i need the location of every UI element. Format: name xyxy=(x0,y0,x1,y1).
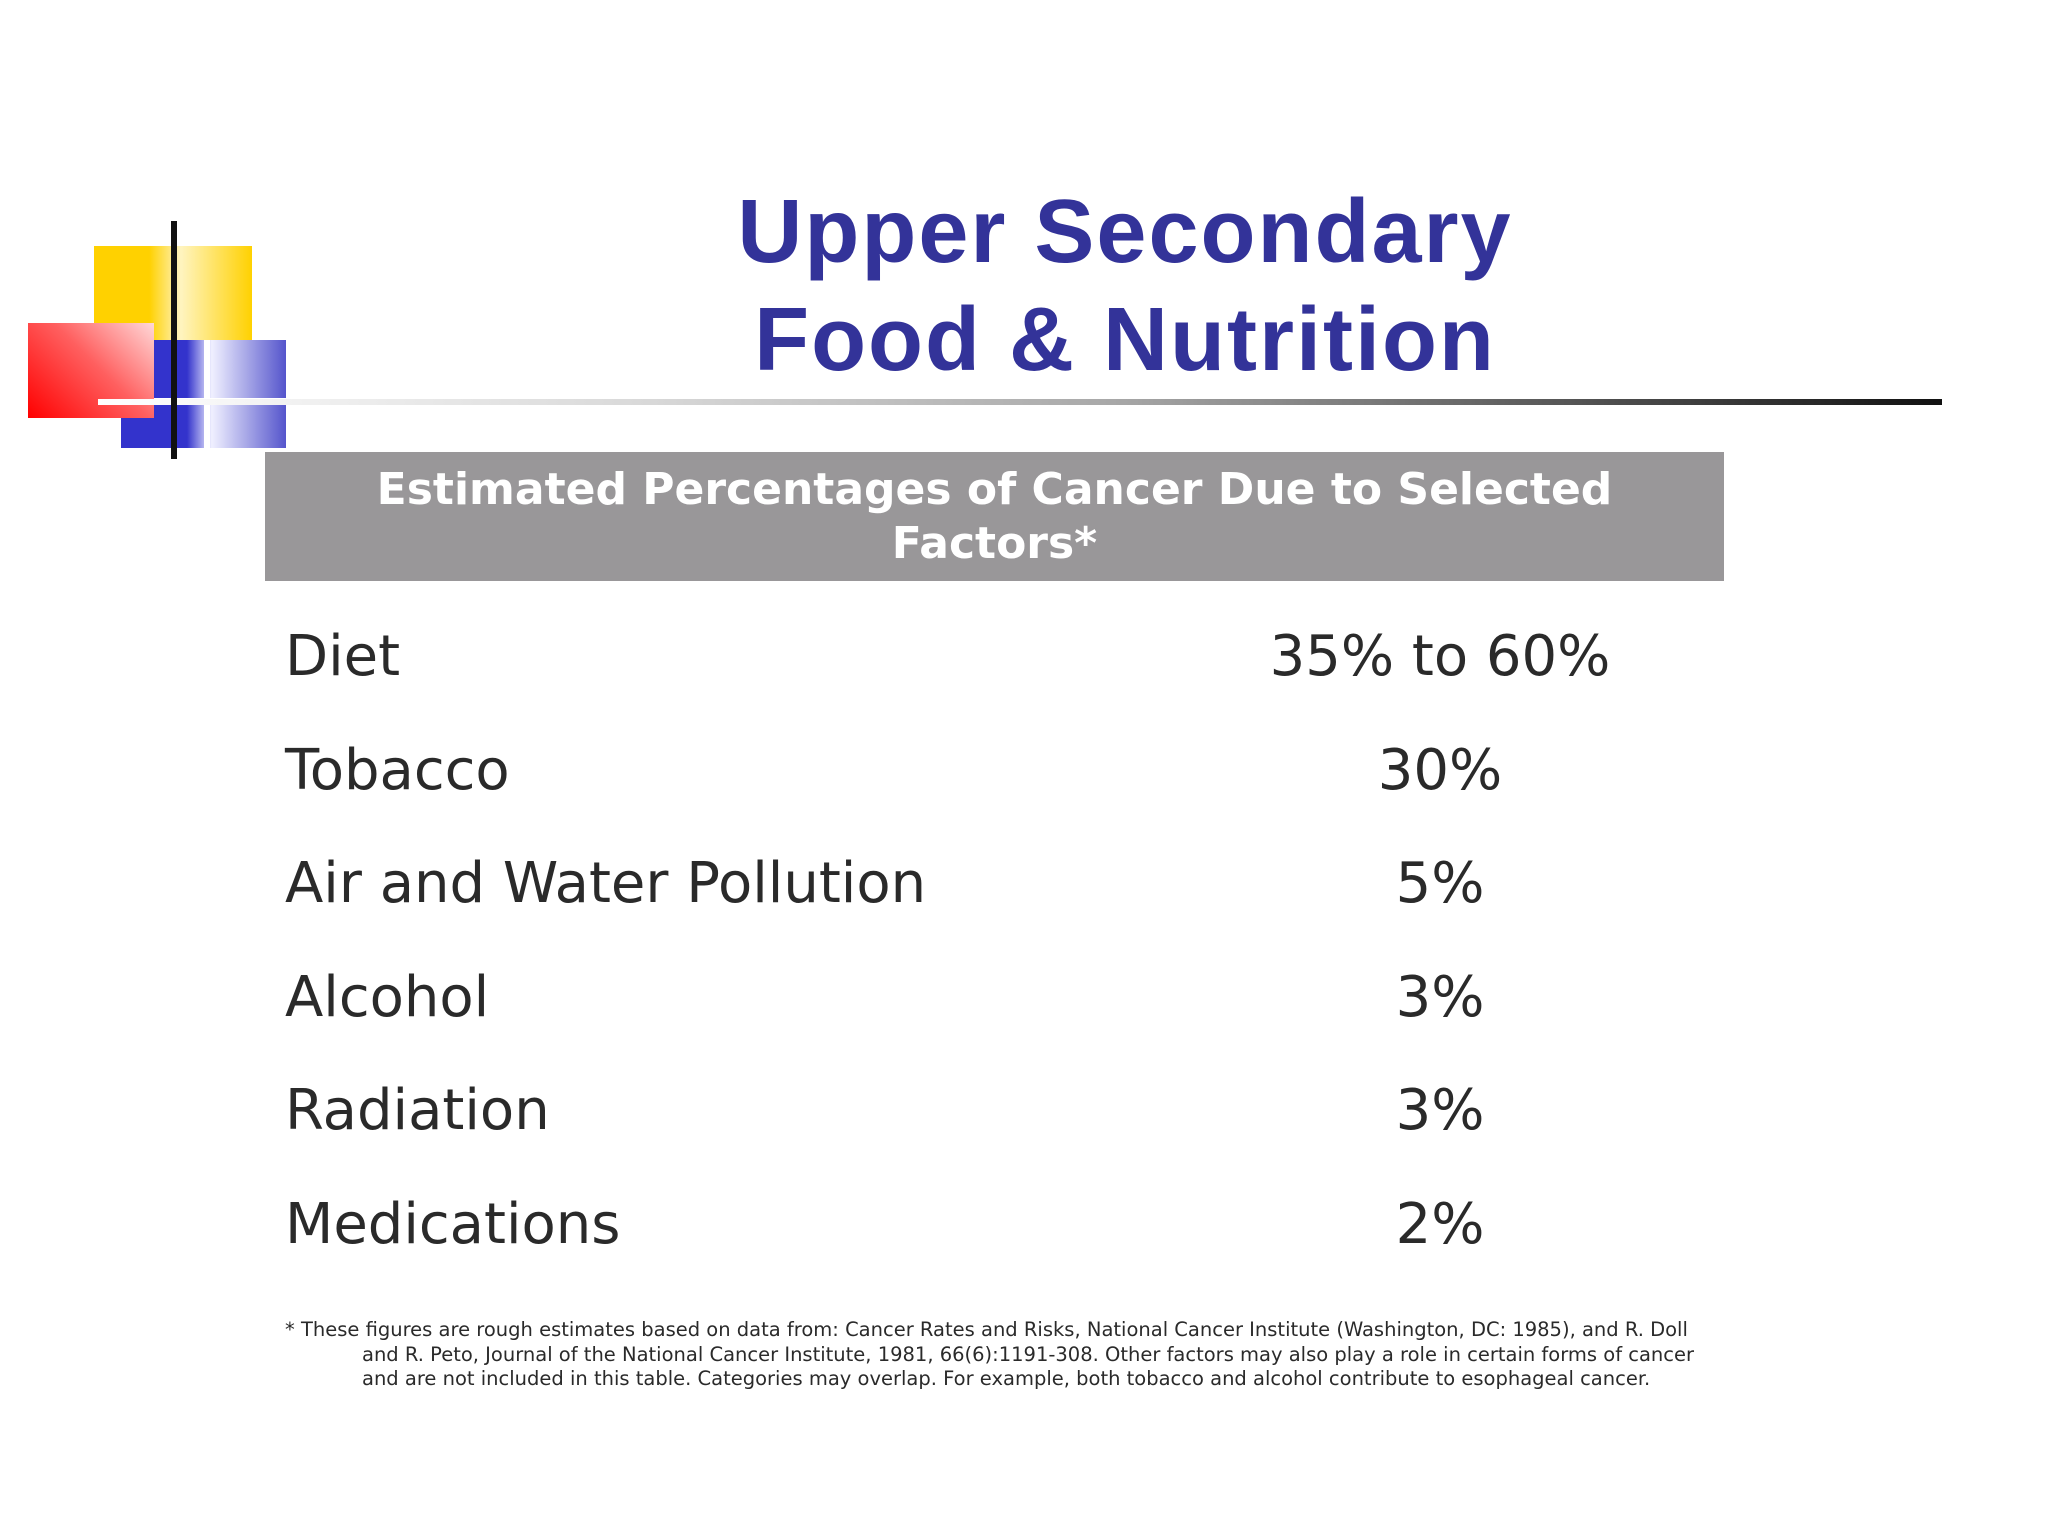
table-row: Medications 2% xyxy=(285,1168,1715,1282)
factor-table: Diet 35% to 60% Tobacco 30% Air and Wate… xyxy=(285,600,1715,1281)
factor-percent: 2% xyxy=(1395,1191,1485,1257)
table-row: Radiation 3% xyxy=(285,1054,1715,1168)
table-row: Air and Water Pollution 5% xyxy=(285,827,1715,941)
footnote: * These figures are rough estimates base… xyxy=(285,1318,1695,1390)
decorative-gap-vertical xyxy=(204,340,210,448)
factor-label: Air and Water Pollution xyxy=(285,851,927,917)
factor-percent: 35% to 60% xyxy=(1269,624,1611,690)
factor-label: Radiation xyxy=(285,1078,550,1144)
title-underline-rule xyxy=(98,399,1942,405)
slide-title: Upper Secondary Food & Nutrition xyxy=(600,178,1650,394)
factor-percent: 30% xyxy=(1377,737,1503,803)
factor-percent: 3% xyxy=(1395,964,1485,1030)
factor-label: Tobacco xyxy=(285,737,510,803)
factor-label: Alcohol xyxy=(285,964,490,1030)
table-header: Estimated Percentages of Cancer Due to S… xyxy=(265,452,1724,581)
factor-percent: 3% xyxy=(1395,1078,1485,1144)
slide-title-line-2: Food & Nutrition xyxy=(754,290,1496,390)
decorative-vertical-line xyxy=(171,221,177,459)
slide-title-line-1: Upper Secondary xyxy=(737,182,1513,282)
table-row: Diet 35% to 60% xyxy=(285,600,1715,714)
table-row: Alcohol 3% xyxy=(285,941,1715,1055)
table-row: Tobacco 30% xyxy=(285,714,1715,828)
factor-label: Diet xyxy=(285,624,401,690)
factor-label: Medications xyxy=(285,1191,621,1257)
factor-percent: 5% xyxy=(1395,851,1485,917)
